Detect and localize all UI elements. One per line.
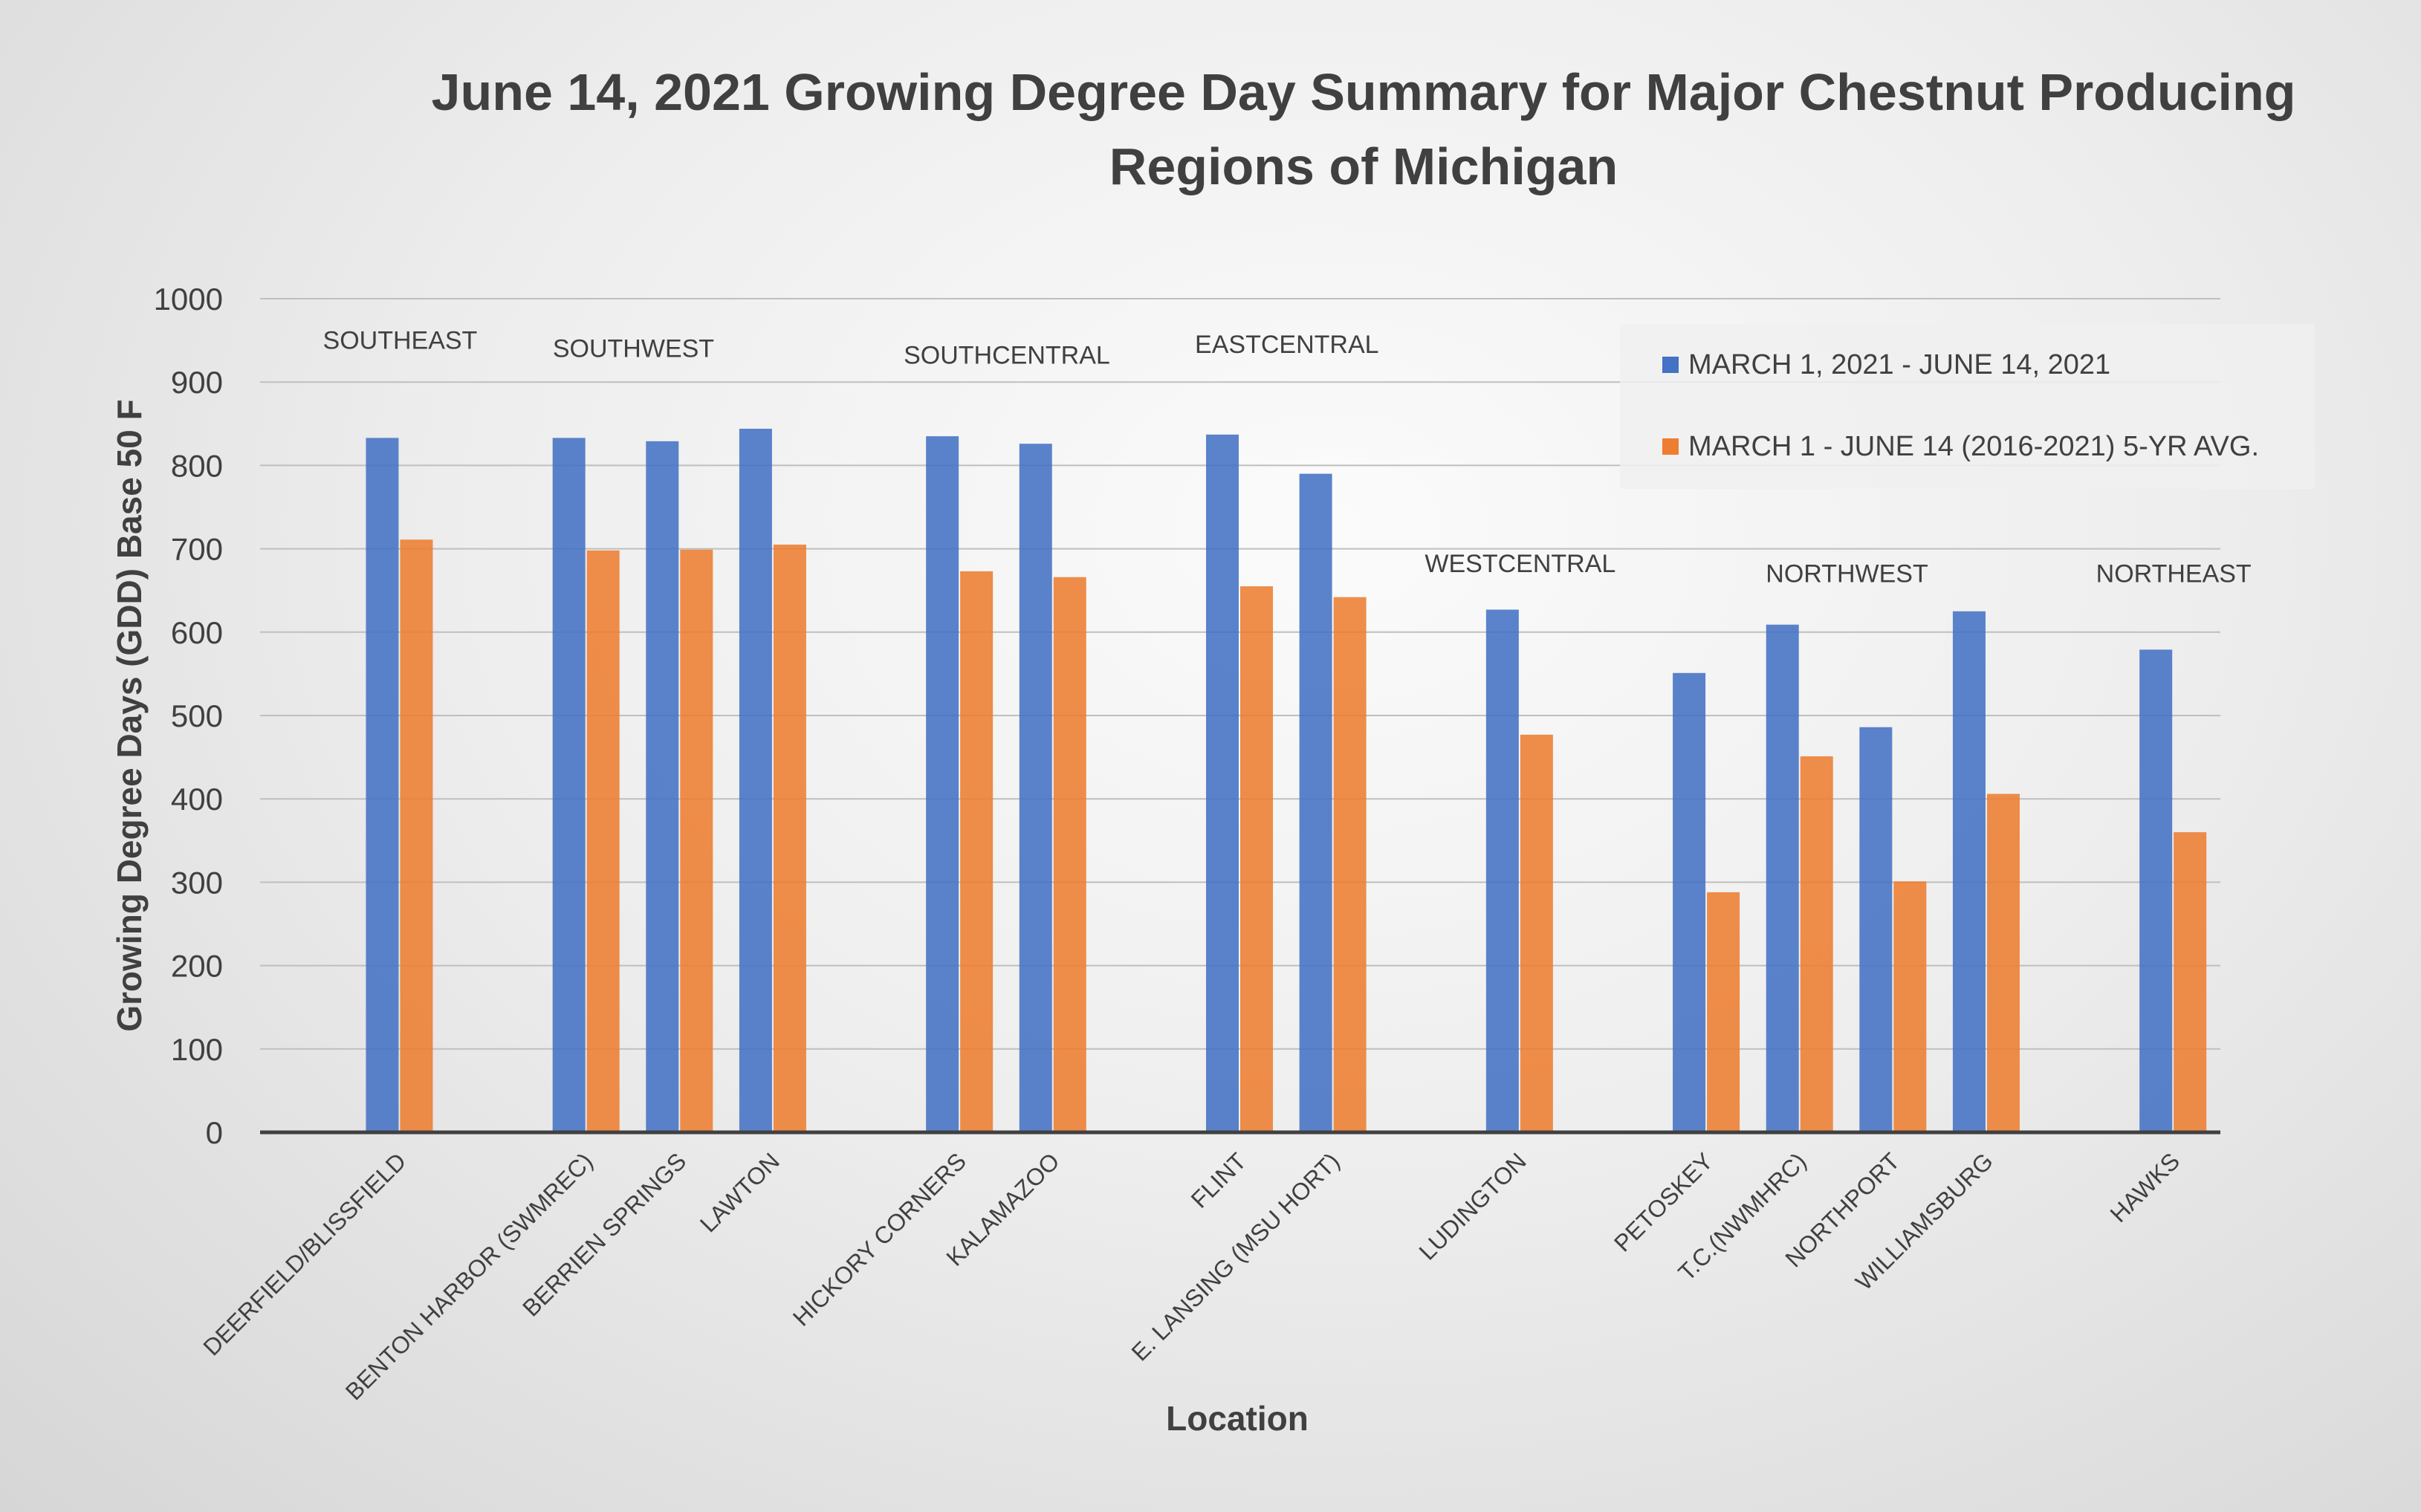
y-tick-label: 0 [206,1115,223,1150]
bar-2021 [2139,649,2173,1132]
region-label: NORTHWEST [1766,559,1928,588]
bar-2021 [739,429,772,1132]
bar-5yr-avg [1800,756,1833,1132]
bar-2021 [1766,624,1799,1132]
region-label: SOUTHCENTRAL [904,342,1110,370]
chart-title-line2: Regions of Michigan [1109,137,1618,195]
x-category-label: FLINT [1186,1147,1251,1213]
y-tick-label: 900 [171,365,223,400]
x-category-label: HICKORY CORNERS [788,1147,971,1331]
x-category-label: LUDINGTON [1414,1147,1532,1265]
y-axis-title: Growing Degree Days (GDD) Base 50 F [110,399,149,1031]
bar-5yr-avg [1240,586,1273,1132]
y-tick-label: 100 [171,1032,223,1067]
y-tick-label: 600 [171,615,223,650]
region-label: NORTHEAST [2096,559,2252,588]
bar-2021 [1673,672,1706,1132]
bar-2021 [1019,444,1052,1132]
bar-2021 [552,438,586,1132]
bar-5yr-avg [400,539,433,1132]
bar-5yr-avg [680,549,713,1132]
y-tick-label: 800 [171,448,223,483]
bar-2021 [1299,473,1332,1132]
x-axis-title: Location [1166,1399,1309,1438]
region-label: SOUTHEAST [323,326,478,354]
bar-5yr-avg [1333,597,1367,1132]
bar-5yr-avg [586,550,620,1132]
legend-label-2021: MARCH 1, 2021 - JUNE 14, 2021 [1688,349,2110,380]
bar-2021 [366,438,399,1132]
bar-2021 [1206,434,1239,1132]
bar-2021 [1859,727,1893,1132]
legend-swatch-2021 [1662,357,1679,373]
region-labels: SOUTHEAST SOUTHWEST SOUTHCENTRAL EASTCENTRA… [323,326,2252,588]
x-category-label: BERRIEN SPRINGS [517,1147,691,1321]
bar-5yr-avg [1893,881,1927,1132]
region-label: WESTCENTRAL [1425,550,1615,578]
x-category-label: HAWKS [2105,1147,2185,1227]
bar-5yr-avg [773,544,806,1132]
bar-5yr-avg [960,571,994,1132]
bar-2021 [1485,609,1519,1132]
region-label: EASTCENTRAL [1195,331,1379,359]
region-label: SOUTHWEST [553,335,714,363]
legend-box [1620,324,2315,489]
y-tick-label: 700 [171,532,223,567]
y-tick-label: 200 [171,949,223,984]
bar-5yr-avg [1986,794,2020,1132]
bar-5yr-avg [1520,734,1553,1132]
x-category-label: DEERFIELD/BLISSFIELD [198,1147,411,1360]
bars [366,429,2207,1132]
x-category-label: LAWTON [695,1147,785,1237]
legend-swatch-5yr-avg [1662,438,1679,455]
bar-2021 [646,441,679,1132]
y-tick-label: 1000 [154,282,223,317]
legend: MARCH 1, 2021 - JUNE 14, 2021 MARCH 1 - … [1620,324,2315,489]
y-axis-ticks: 0 100 200 300 400 500 600 700 800 900 1000 [154,282,223,1150]
bar-5yr-avg [1707,892,1740,1132]
y-tick-label: 500 [171,698,223,733]
bar-2021 [1952,611,1986,1132]
chart-title-line1: June 14, 2021 Growing Degree Day Summary… [432,63,2296,121]
bar-2021 [926,436,959,1132]
legend-label-5yr-avg: MARCH 1 - JUNE 14 (2016-2021) 5-YR AVG. [1688,431,2259,462]
bar-5yr-avg [1053,577,1086,1132]
bar-5yr-avg [2174,832,2207,1132]
y-tick-label: 300 [171,865,223,900]
y-tick-label: 400 [171,782,223,817]
